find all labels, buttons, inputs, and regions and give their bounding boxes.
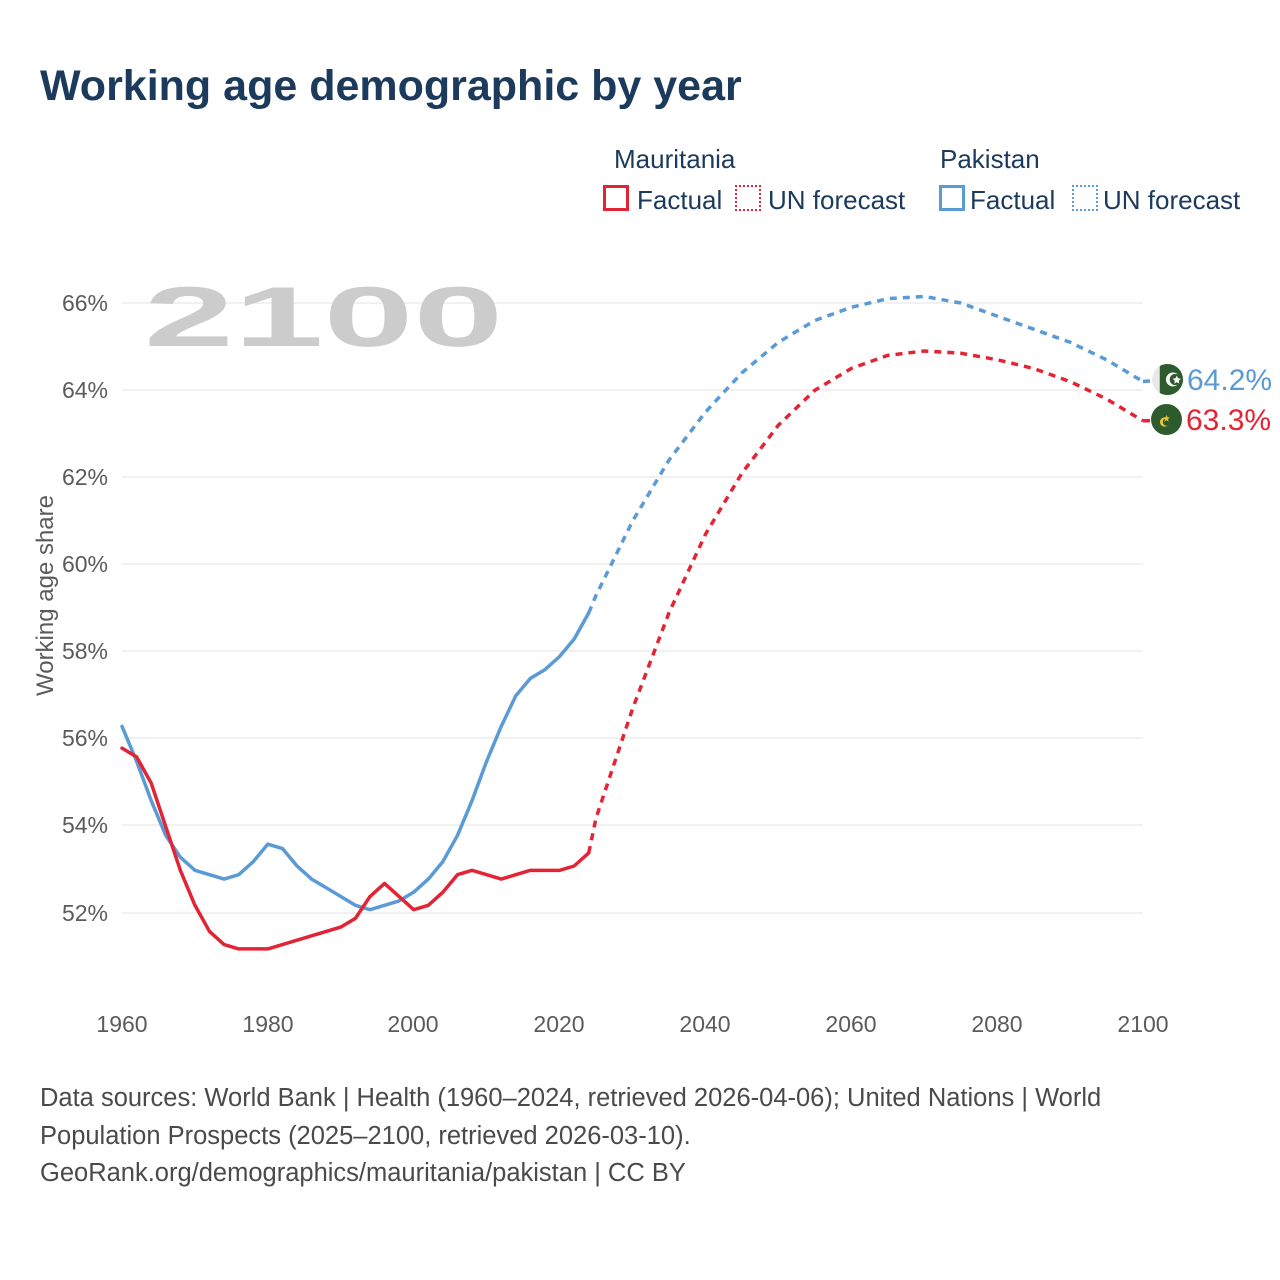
svg-text:64%: 64% xyxy=(62,377,108,403)
svg-text:2060: 2060 xyxy=(825,1011,876,1037)
svg-text:2000: 2000 xyxy=(387,1011,438,1037)
svg-text:1960: 1960 xyxy=(96,1011,147,1037)
svg-text:66%: 66% xyxy=(62,290,108,316)
svg-text:2100: 2100 xyxy=(1117,1011,1168,1037)
svg-text:56%: 56% xyxy=(62,725,108,751)
svg-text:60%: 60% xyxy=(62,551,108,577)
svg-text:2040: 2040 xyxy=(679,1011,730,1037)
svg-text:2080: 2080 xyxy=(971,1011,1022,1037)
svg-text:62%: 62% xyxy=(62,464,108,490)
svg-text:2020: 2020 xyxy=(533,1011,584,1037)
svg-text:58%: 58% xyxy=(62,638,108,664)
svg-text:52%: 52% xyxy=(62,900,108,926)
svg-text:54%: 54% xyxy=(62,812,108,838)
svg-text:2100: 2100 xyxy=(144,270,503,365)
svg-text:1980: 1980 xyxy=(242,1011,293,1037)
